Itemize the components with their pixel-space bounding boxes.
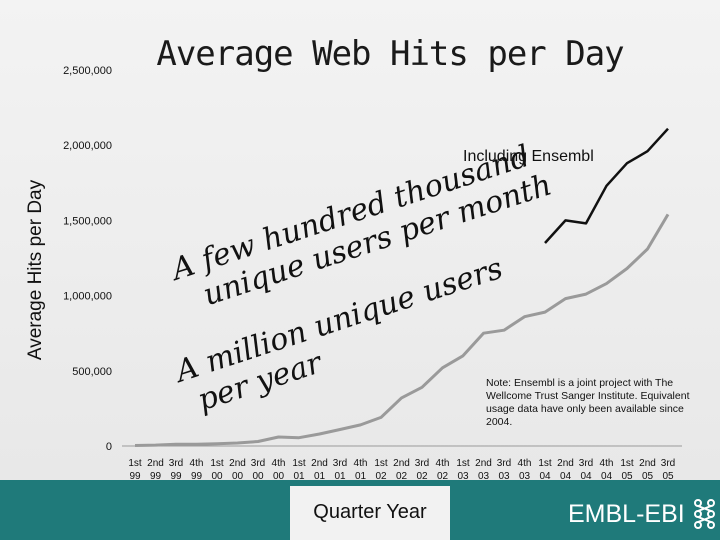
x-tick-label: 2nd 04 [557, 458, 574, 482]
y-tick-label: 0 [106, 441, 112, 453]
embl-ebi-logo: EMBL-EBI [568, 497, 719, 531]
y-tick-label: 2,500,000 [63, 65, 112, 77]
x-tick-label: 3rd 05 [661, 458, 675, 482]
x-tick-label: 3rd 00 [251, 458, 265, 482]
y-tick-label: 1,000,000 [63, 291, 112, 303]
series-layer [134, 127, 670, 447]
x-tick-label: 2nd 03 [475, 458, 492, 482]
y-axis-ticks: 0 500,000 1,000,000 1,500,000 2,000,000 2,500… [63, 65, 112, 453]
x-tick-label: 1st 02 [374, 458, 388, 482]
x-tick-label: 1st 04 [538, 458, 552, 482]
x-tick-label: 1st 99 [128, 458, 142, 482]
x-tick-label: 1st 01 [292, 458, 306, 482]
x-tick-label: 3rd 99 [169, 458, 183, 482]
x-tick-label: 4th 00 [272, 458, 286, 482]
series-line-ebi [134, 213, 670, 447]
y-tick-label: 500,000 [72, 366, 112, 378]
x-tick-label: 2nd 05 [639, 458, 656, 482]
x-tick-label: 4th 02 [436, 458, 450, 482]
chart-title: Average Web Hits per Day [156, 34, 624, 74]
x-tick-label: 1st 00 [210, 458, 224, 482]
y-tick-label: 1,500,000 [63, 215, 112, 227]
logo-mark-icon [693, 499, 715, 529]
x-tick-label: 2nd 01 [311, 458, 328, 482]
logo-text: EMBL-EBI [568, 499, 685, 528]
x-axis-ticks: 1st 99 2nd 99 3rd 99 4th 99 1st 00 2nd 00 3rd 00 4th 00… [128, 458, 675, 482]
x-tick-label: 4th 03 [518, 458, 532, 482]
series-label-ensembl: Including Ensembl [463, 148, 594, 165]
ensembl-note: Note: Ensembl is a joint project with Th… [486, 377, 690, 428]
x-tick-label: 3rd 04 [579, 458, 593, 482]
series-line-ensembl [544, 127, 669, 244]
slide-background [0, 0, 720, 480]
y-tick-label: 2,000,000 [63, 140, 112, 152]
x-tick-label: 2nd 99 [147, 458, 164, 482]
x-axis-label: Quarter Year [290, 486, 450, 540]
x-tick-label: 1st 05 [620, 458, 634, 482]
x-tick-label: 4th 01 [354, 458, 368, 482]
x-tick-label: 4th 04 [600, 458, 614, 482]
x-tick-label: 4th 99 [190, 458, 204, 482]
x-tick-label: 3rd 03 [497, 458, 511, 482]
x-tick-label: 2nd 00 [229, 458, 246, 482]
x-tick-label: 2nd 02 [393, 458, 410, 482]
x-tick-label: 3rd 02 [415, 458, 429, 482]
x-tick-label: 3rd 01 [333, 458, 347, 482]
x-tick-label: 1st 03 [456, 458, 470, 482]
